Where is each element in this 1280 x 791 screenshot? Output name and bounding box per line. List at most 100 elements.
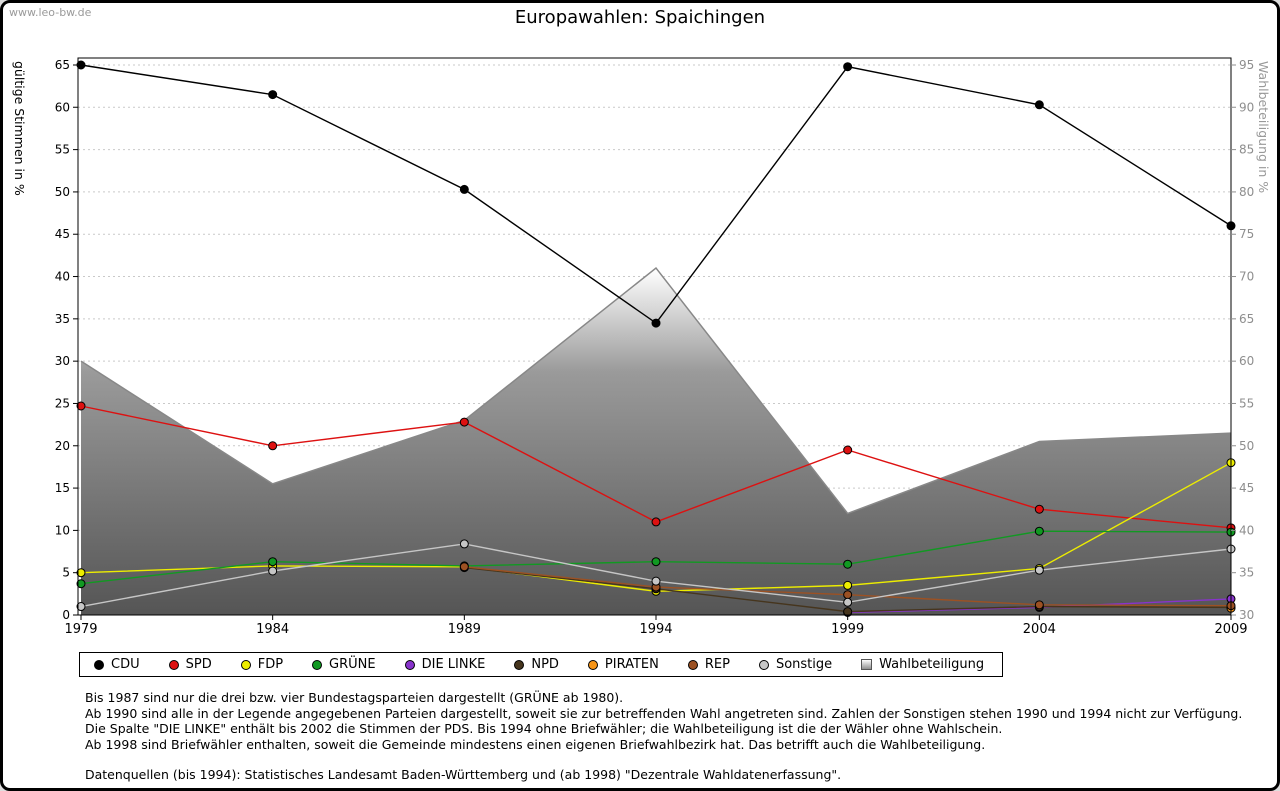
point-spd-1989 <box>459 417 469 427</box>
right-tick-label: 60 <box>1239 354 1254 368</box>
year-tick-label: 2009 <box>1214 622 1247 637</box>
legend-marker-spd <box>168 659 179 670</box>
left-tick-label: 30 <box>55 354 70 368</box>
right-tick-label: 55 <box>1239 396 1254 410</box>
legend-label-die-linke: DIE LINKE <box>421 657 486 672</box>
point-rep-2004 <box>1034 600 1044 610</box>
left-tick-label: 45 <box>55 227 70 241</box>
point-cdu-1989 <box>459 184 469 194</box>
left-tick-label: 10 <box>55 523 70 537</box>
point-spd-1994 <box>651 517 661 527</box>
left-tick-label: 20 <box>55 439 70 453</box>
legend-marker-wahlbeteiligung <box>861 659 873 670</box>
legend-item-sonstige: Sonstige <box>758 657 833 672</box>
legend-marker-gr-ne <box>312 659 323 670</box>
point-spd-1984 <box>268 441 278 451</box>
footnote-line-2: Ab 1990 sind alle in der Legende angegeb… <box>85 705 1243 721</box>
right-tick-label: 35 <box>1239 566 1254 580</box>
left-axis-label: gültige Stimmen in % <box>12 61 27 196</box>
point-cdu-1994 <box>651 318 661 328</box>
left-tick-label: 50 <box>55 185 70 199</box>
legend-marker-sonstige <box>758 659 769 670</box>
watermark: www.leo-bw.de <box>9 6 92 19</box>
point-gr-ne-2004 <box>1034 526 1044 536</box>
legend-label-npd: NPD <box>531 657 559 672</box>
point-spd-2004 <box>1034 504 1044 514</box>
point-cdu-1999 <box>843 62 853 72</box>
right-tick-label: 40 <box>1239 523 1254 537</box>
left-tick-label: 35 <box>55 312 70 326</box>
point-gr-ne-1984 <box>268 557 278 567</box>
point-sonstige-2004 <box>1034 565 1044 575</box>
legend-marker-piraten <box>587 659 598 670</box>
turnout-area-edge <box>80 267 1232 515</box>
point-sonstige-1984 <box>268 566 278 576</box>
legend-item-wahlbeteiligung: Wahlbeteiligung <box>861 657 984 672</box>
point-rep-1989 <box>459 562 469 572</box>
point-npd-1999 <box>843 607 853 617</box>
point-gr-ne-1979 <box>76 579 86 589</box>
legend-item-cdu: CDU <box>94 657 140 672</box>
right-tick-label: 45 <box>1239 481 1254 495</box>
legend-marker-npd <box>514 659 525 670</box>
right-tick-label: 90 <box>1239 100 1254 114</box>
left-tick-label: 40 <box>55 270 70 284</box>
footnote-line-4: Ab 1998 sind Briefwähler enthalten, sowe… <box>85 736 986 752</box>
right-tick-label: 50 <box>1239 439 1254 453</box>
point-sonstige-1989 <box>459 539 469 549</box>
year-tick-label: 1979 <box>64 622 97 637</box>
right-tick-label: 85 <box>1239 143 1254 157</box>
point-sonstige-1979 <box>76 602 86 612</box>
year-tick-label: 1984 <box>256 622 289 637</box>
election-line-chart: 0 5 10 15 20 25 30 35 40 45 50 55 60 65 30 35 40 45 50 55 60… <box>12 57 1271 637</box>
year-tick-label: 1999 <box>831 622 864 637</box>
legend-label-gr-ne: GRÜNE <box>329 657 376 672</box>
point-spd-1999 <box>843 445 853 455</box>
legend-label-sonstige: Sonstige <box>775 657 833 672</box>
series-sonstige <box>76 539 1236 612</box>
year-tick-label: 1989 <box>448 622 481 637</box>
legend-item-piraten: PIRATEN <box>587 657 659 672</box>
point-gr-ne-1999 <box>843 559 853 569</box>
right-tick-label: 95 <box>1239 58 1254 72</box>
series-cdu <box>76 60 1236 328</box>
right-tick-label: 75 <box>1239 227 1254 241</box>
right-tick-label: 30 <box>1239 608 1254 622</box>
legend-marker-die-linke <box>404 659 415 670</box>
legend-marker-rep <box>687 659 698 670</box>
turnout-area <box>81 268 1231 615</box>
point-cdu-1984 <box>268 90 278 100</box>
left-tick-label: 15 <box>55 481 70 495</box>
left-tick-label: 25 <box>55 396 70 410</box>
point-fdp-1999 <box>843 580 853 590</box>
right-tick-label: 80 <box>1239 185 1254 199</box>
legend-item-fdp: FDP <box>240 657 284 672</box>
legend-label-wahlbeteiligung: Wahlbeteiligung <box>879 657 985 672</box>
legend-item-spd: SPD <box>168 657 212 672</box>
legend-item-rep: REP <box>687 657 730 672</box>
right-axis-label: Wahlbeteiligung in % <box>1256 61 1271 193</box>
chart-title: Europawahlen: Spaichingen <box>514 7 766 28</box>
axes: 0 5 10 15 20 25 30 35 40 45 50 55 60 65 30 35 40 45 50 55 60… <box>55 58 1255 637</box>
legend-item-npd: NPD <box>514 657 559 672</box>
legend-label-cdu: CDU <box>111 657 140 672</box>
year-tick-label: 1994 <box>639 622 672 637</box>
legend-label-piraten: PIRATEN <box>604 657 659 672</box>
point-sonstige-1999 <box>843 597 853 607</box>
legend-item-gr-ne: GRÜNE <box>312 657 376 672</box>
right-tick-label: 65 <box>1239 312 1254 326</box>
footnote-line-1: Bis 1987 sind nur die drei bzw. vier Bun… <box>85 690 624 705</box>
point-cdu-2004 <box>1034 100 1044 110</box>
data-sources-line: Datenquellen (bis 1994): Statistisches L… <box>85 767 842 782</box>
left-tick-label: 5 <box>62 566 70 580</box>
footnote-line-3: Die Spalte "DIE LINKE" enthält bis 2002 … <box>85 721 1003 736</box>
legend-label-fdp: FDP <box>257 657 284 672</box>
legend-label-rep: REP <box>704 657 730 672</box>
point-sonstige-1994 <box>651 576 661 586</box>
right-tick-label: 70 <box>1239 270 1254 284</box>
plot-border <box>77 57 1232 616</box>
legend-marker-fdp <box>240 659 251 670</box>
left-tick-label: 65 <box>55 58 70 72</box>
legend-label-spd: SPD <box>185 657 212 672</box>
